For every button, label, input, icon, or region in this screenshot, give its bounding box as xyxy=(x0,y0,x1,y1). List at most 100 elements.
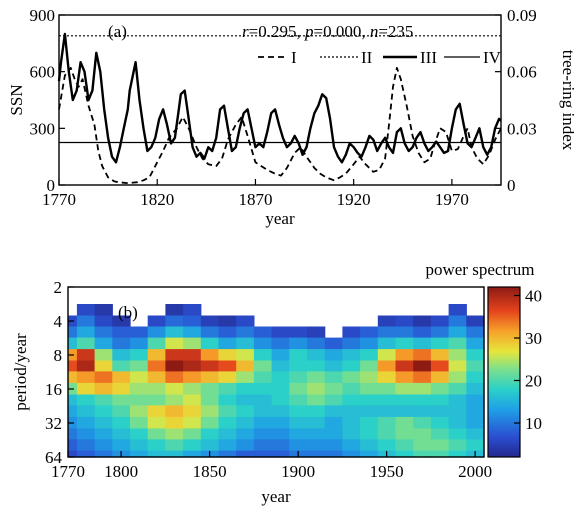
heatmap-cell xyxy=(324,450,343,458)
heatmap-cell xyxy=(377,326,397,339)
heatmap-cell xyxy=(94,304,113,317)
heatmap-cell xyxy=(413,428,432,440)
heatmap-cell xyxy=(395,416,414,429)
heatmap-cell xyxy=(360,382,379,395)
heatmap-cell xyxy=(360,394,379,406)
p-value: 0.000 xyxy=(323,22,361,41)
heatmap-cell xyxy=(183,360,202,372)
heatmap-cell xyxy=(130,337,149,350)
heatmap-cell xyxy=(324,349,343,361)
heatmap-cell xyxy=(395,405,414,418)
legend-III-label: III xyxy=(420,48,437,67)
heatmap-cell xyxy=(236,416,255,429)
heatmap-cell xyxy=(253,360,273,372)
heatmap-cell xyxy=(183,382,202,395)
heatmap-cell xyxy=(448,304,467,317)
heatmap-cell xyxy=(94,382,113,395)
panel-a-label: (a) xyxy=(108,22,127,41)
heatmap-cell xyxy=(253,428,273,440)
heatmap-cell xyxy=(76,416,96,429)
heatmap-cell xyxy=(448,405,467,418)
heatmap-cell xyxy=(218,337,237,350)
colorbar-tick-label: 20 xyxy=(525,372,542,391)
heatmap-cell xyxy=(165,326,184,339)
heatmap-cell xyxy=(94,315,113,327)
right-y-tick-label: 0.09 xyxy=(507,6,537,25)
heatmap-cell xyxy=(236,326,255,339)
heatmap-cell xyxy=(200,349,220,361)
heatmap-cell xyxy=(466,360,485,372)
heatmap-cell xyxy=(289,382,308,395)
heatmap-cell xyxy=(112,326,131,339)
heatmap-cell xyxy=(377,337,397,350)
heatmap-cell xyxy=(68,428,78,440)
heatmap-cell xyxy=(236,337,255,350)
heatmap-cell xyxy=(289,439,308,452)
heatmap-cell xyxy=(448,416,467,429)
heatmap-cell xyxy=(130,382,149,395)
heatmap-cell xyxy=(200,315,220,327)
panel-a-left-y-label: SSN xyxy=(7,84,26,115)
heatmap-cell xyxy=(68,405,78,418)
heatmap-cell xyxy=(413,315,432,327)
heatmap-cell xyxy=(253,439,273,452)
heatmap-cell xyxy=(112,337,131,350)
heatmap-cell xyxy=(466,428,485,440)
heatmap-cell xyxy=(307,405,326,418)
heatmap-cell xyxy=(94,405,113,418)
heatmap-cell xyxy=(360,428,379,440)
heatmap-cell xyxy=(342,394,361,406)
heatmap-cell xyxy=(76,326,96,339)
heatmap-cell xyxy=(200,371,220,384)
heatmap-cell xyxy=(413,416,432,429)
heatmap-cell xyxy=(360,326,379,339)
heatmap-cell xyxy=(236,315,255,327)
heatmap-cell xyxy=(112,416,131,429)
heatmap-cell xyxy=(218,394,237,406)
x-tick-label: 1770 xyxy=(42,190,76,209)
panel-b-label: (b) xyxy=(118,303,138,322)
heatmap-cell xyxy=(271,371,290,384)
heatmap-cell xyxy=(200,439,220,452)
heatmap-cell xyxy=(94,349,113,361)
heatmap-cell xyxy=(165,428,184,440)
y-tick-label: 4 xyxy=(54,312,63,331)
heatmap-cell xyxy=(324,337,343,350)
heatmap-cell xyxy=(413,405,432,418)
heatmap-cell xyxy=(218,371,237,384)
heatmap-cell xyxy=(448,360,467,372)
heatmap-cell xyxy=(289,349,308,361)
heatmap-cell xyxy=(76,428,96,440)
heatmap-cell xyxy=(395,382,414,395)
heatmap-cell xyxy=(307,450,326,458)
heatmap-cell xyxy=(68,326,78,339)
heatmap-cell xyxy=(307,394,326,406)
heatmap-cell xyxy=(68,439,78,452)
right-y-tick-label: 0 xyxy=(507,176,516,195)
y-tick-label: 64 xyxy=(45,448,63,467)
heatmap-cell xyxy=(448,326,467,339)
stats-text: r=0.295, p=0.000, n=235 xyxy=(242,22,413,41)
heatmap-cell xyxy=(377,360,397,372)
heatmap-cell xyxy=(76,405,96,418)
colorbar xyxy=(487,286,521,458)
heatmap-cell xyxy=(76,349,96,361)
heatmap-cell xyxy=(130,349,149,361)
heatmap-cell xyxy=(218,315,237,327)
colorbar-tick-label: 40 xyxy=(525,287,542,306)
heatmap-cell xyxy=(68,360,78,372)
colorbar-title: power spectrum xyxy=(425,260,534,279)
heatmap-cell xyxy=(236,371,255,384)
heatmap-cell xyxy=(430,450,450,458)
heatmap-cell xyxy=(342,450,361,458)
left-y-tick-label: 300 xyxy=(30,119,56,138)
heatmap-cell xyxy=(289,405,308,418)
heatmap-cell xyxy=(342,405,361,418)
heatmap-cell xyxy=(307,428,326,440)
heatmap-cell xyxy=(147,428,166,440)
heatmap-cell xyxy=(395,394,414,406)
heatmap-cell xyxy=(430,349,450,361)
heatmap-cell xyxy=(271,337,290,350)
heatmap-cell xyxy=(112,349,131,361)
